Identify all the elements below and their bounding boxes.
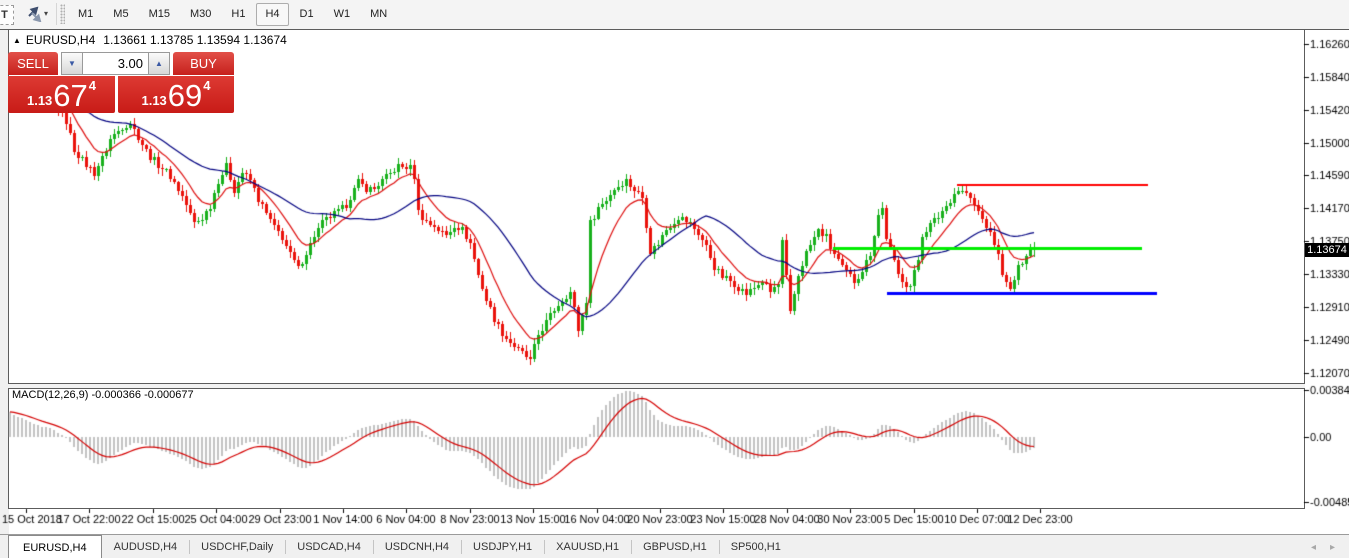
- buy-price-box[interactable]: 1.13 69 4: [118, 76, 234, 113]
- price-axis[interactable]: [1305, 30, 1349, 508]
- tf-button-h4[interactable]: H4: [256, 3, 289, 26]
- tf-button-h1[interactable]: H1: [231, 8, 246, 20]
- time-axis[interactable]: [0, 509, 1349, 534]
- tab-eurusd-h4-active[interactable]: EURUSD,H4: [8, 535, 102, 558]
- sell-button[interactable]: SELL: [8, 52, 58, 75]
- tab-usdcnh-h4[interactable]: USDCNH,H4: [372, 535, 461, 558]
- tf-button-d1[interactable]: D1: [299, 8, 314, 20]
- tab-scroll-controls: ◂ ▸: [1311, 535, 1335, 558]
- buy-button[interactable]: BUY: [173, 52, 234, 75]
- volume-decrease-button[interactable]: ▼: [61, 52, 83, 75]
- tf-button-m5[interactable]: M5: [113, 8, 129, 20]
- buy-price-pip: 4: [203, 78, 211, 93]
- tab-usdcad-h4[interactable]: USDCAD,H4: [285, 535, 373, 558]
- chart-tab-bar: EURUSD,H4 AUDUSD,H4 USDCHF,Daily USDCAD,…: [0, 534, 1349, 558]
- tab-scroll-left-icon[interactable]: ◂: [1310, 541, 1316, 553]
- sell-price-prefix: 1.13: [26, 93, 53, 108]
- buy-price-big: 69: [167, 78, 203, 113]
- macd-indicator-label: MACD(12,26,9) -0.000366 -0.000677: [12, 389, 194, 401]
- sell-price-pip: 4: [88, 78, 97, 93]
- tab-audusd-h4[interactable]: AUDUSD,H4: [113, 541, 178, 553]
- toolbar-drag-handle[interactable]: [60, 4, 65, 24]
- arrows-tool-icon[interactable]: [25, 6, 43, 22]
- pane-splitter[interactable]: [8, 383, 1305, 389]
- timeframe-buttons: M1 M5 M15 M30 H1 H4 D1 W1 MN: [68, 3, 397, 26]
- tab-xauusd-h1[interactable]: XAUUSD,H1: [544, 535, 631, 558]
- tf-button-mn[interactable]: MN: [370, 8, 388, 20]
- text-tool-icon[interactable]: T: [0, 5, 14, 25]
- chart-ohlc-values: 1.13661 1.13785 1.13594 1.13674: [103, 33, 287, 47]
- sell-price-box[interactable]: 1.13 67 4: [8, 76, 115, 113]
- tab-usdchf-daily[interactable]: USDCHF,Daily: [189, 535, 285, 558]
- one-click-trading-panel: SELL ▼ ▲ BUY 1.13 67 4 1.13 69 4: [8, 50, 234, 113]
- tf-button-m15[interactable]: M15: [148, 8, 170, 20]
- volume-input[interactable]: [83, 52, 148, 75]
- sell-price-big: 67: [53, 78, 88, 113]
- tf-button-m1[interactable]: M1: [78, 8, 94, 20]
- tab-scroll-right-icon[interactable]: ▸: [1329, 541, 1335, 553]
- toolbar-separator: [56, 3, 57, 25]
- chevron-down-icon[interactable]: ▾: [44, 9, 49, 18]
- current-price-badge: 1.13674: [1305, 243, 1349, 257]
- buy-price-prefix: 1.13: [141, 93, 167, 108]
- tf-button-m30[interactable]: M30: [189, 8, 212, 20]
- tab-gbpusd-h1[interactable]: GBPUSD,H1: [631, 535, 719, 558]
- tab-sp500-h1[interactable]: SP500,H1: [718, 535, 793, 558]
- chart-title: ▲ EURUSD,H4 1.13661 1.13785 1.13594 1.1367…: [13, 33, 287, 47]
- timeframe-toolbar: T ▾ M1 M5 M15 M30 H1 H4 D1 W1 MN: [0, 0, 1349, 30]
- chart-symbol-period: EURUSD,H4: [25, 33, 96, 47]
- tf-button-w1[interactable]: W1: [333, 8, 351, 20]
- chart-marker-icon: ▲: [13, 36, 21, 45]
- tab-usdjpy-h1[interactable]: USDJPY,H1: [461, 535, 544, 558]
- volume-increase-button[interactable]: ▲: [148, 52, 170, 75]
